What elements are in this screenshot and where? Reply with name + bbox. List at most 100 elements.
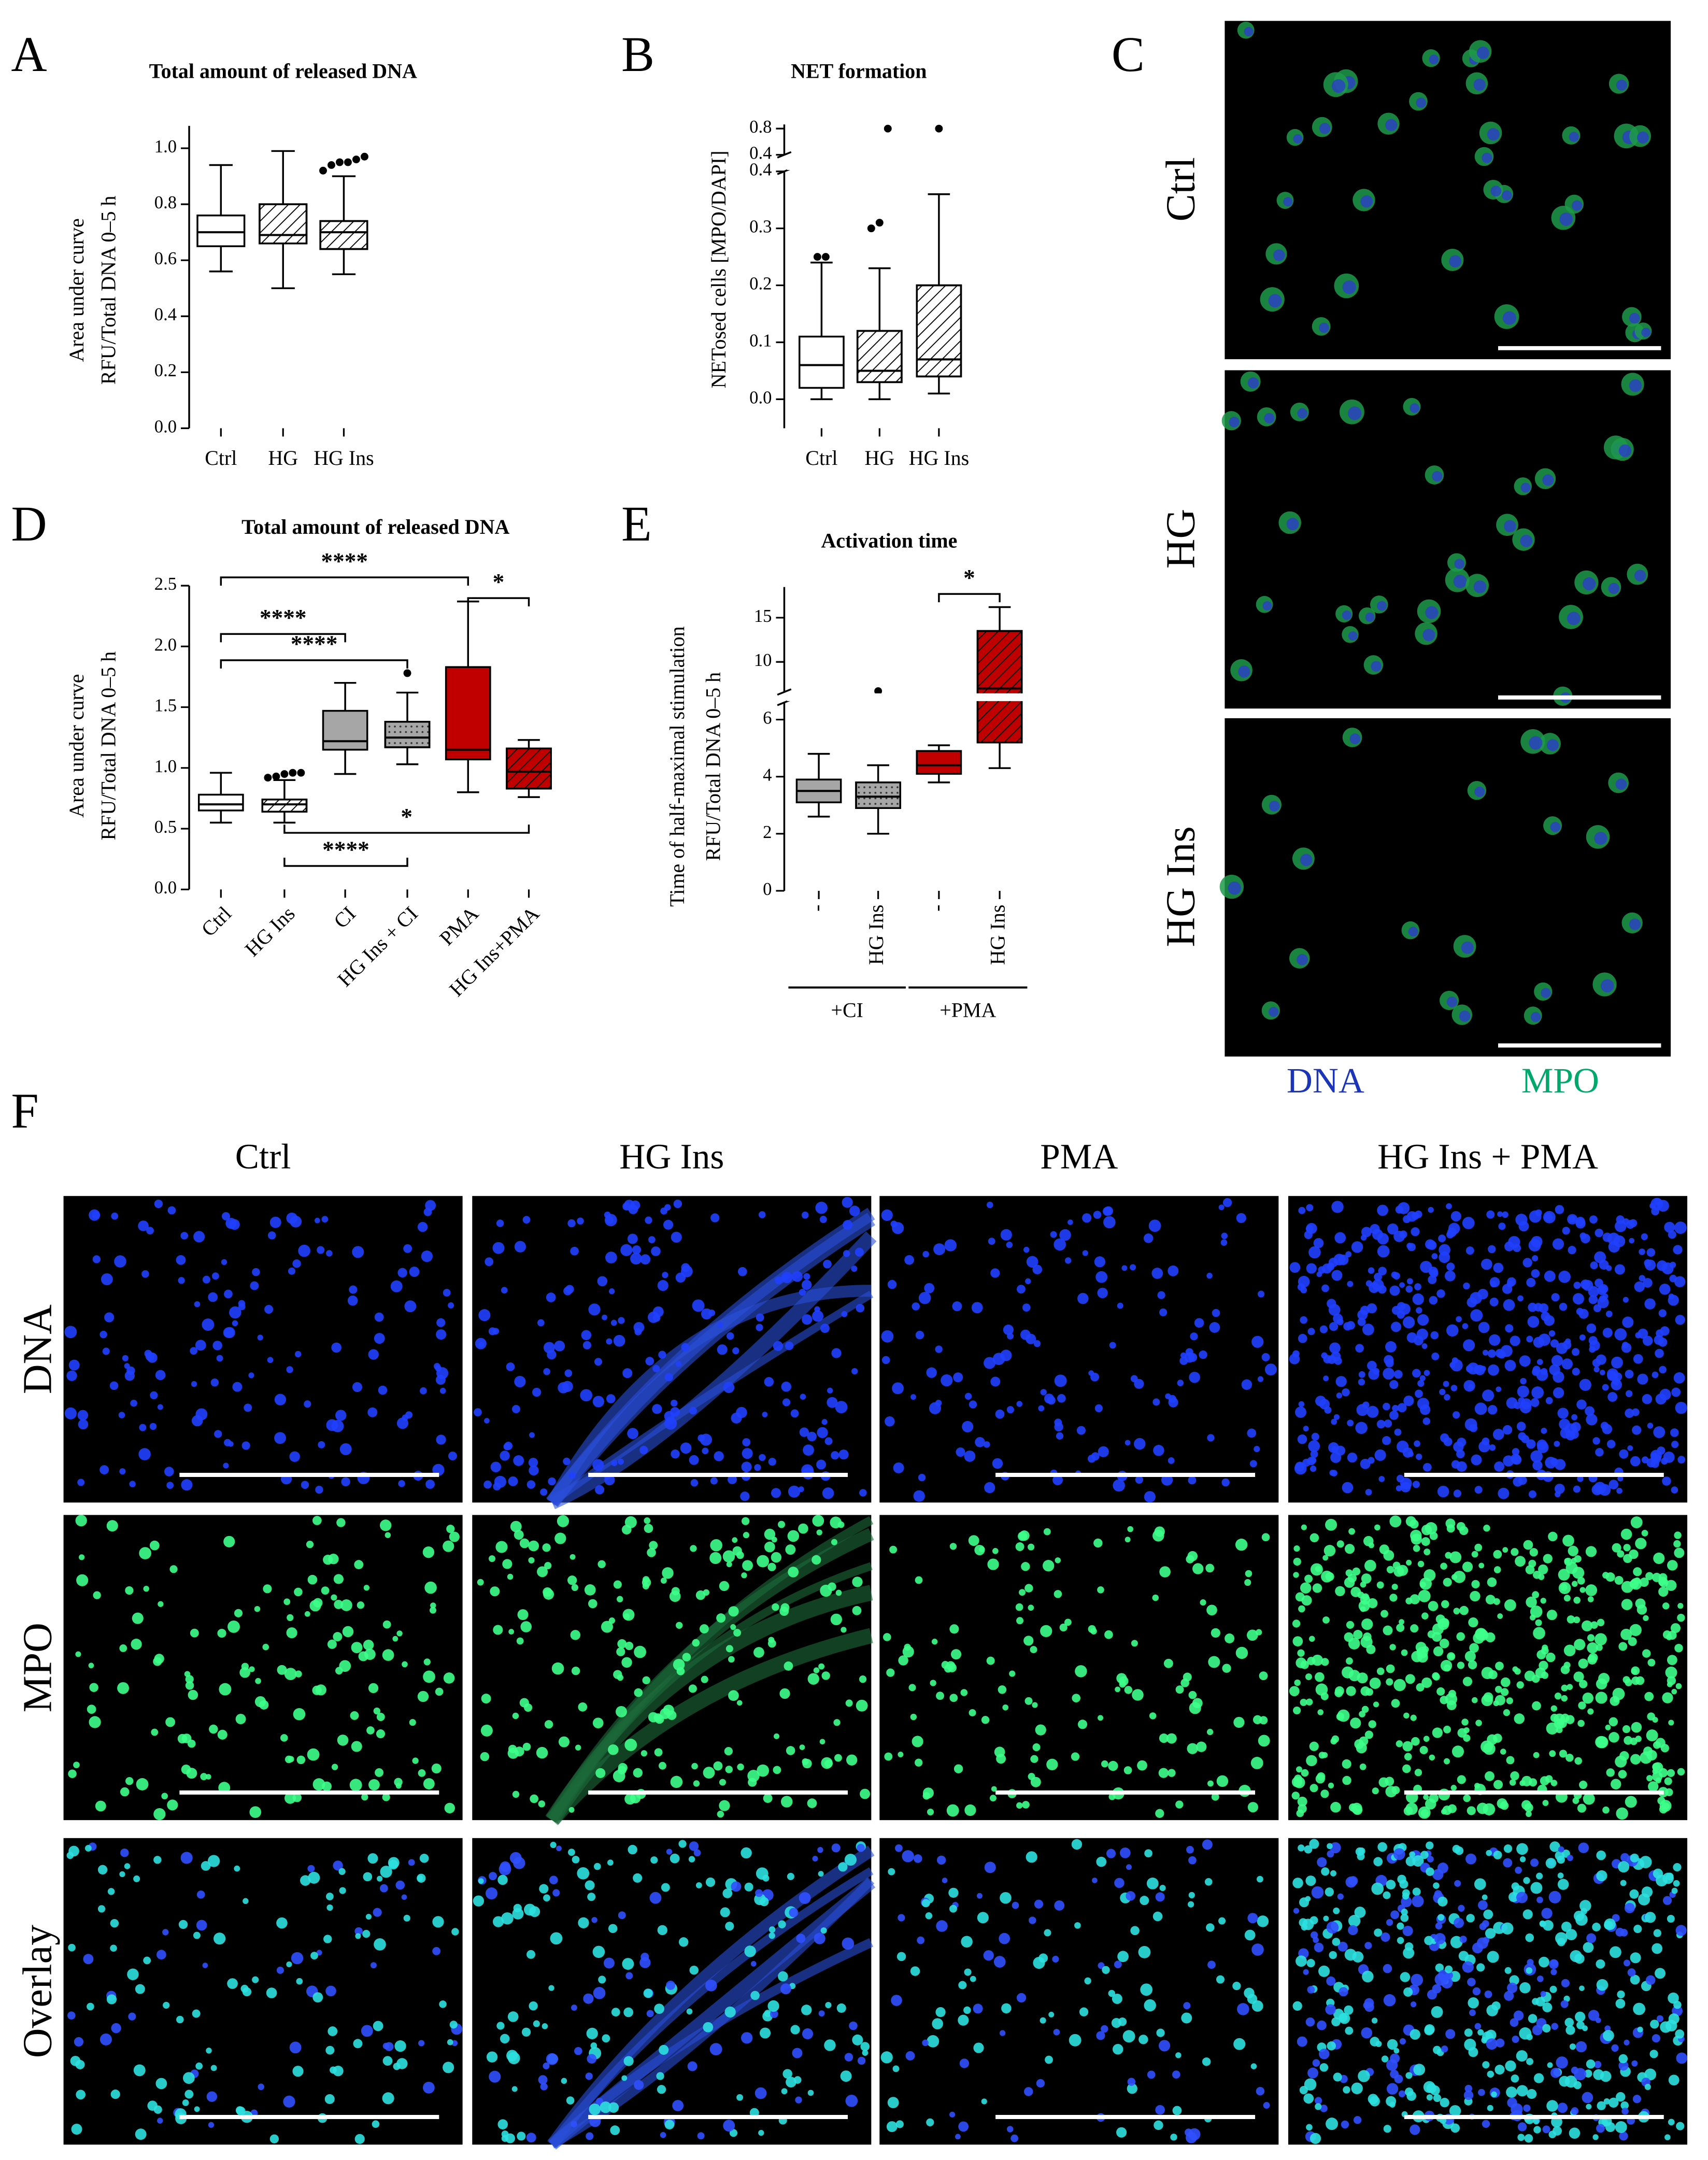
cell xyxy=(485,1257,494,1267)
cell xyxy=(1415,1389,1423,1398)
cell xyxy=(737,1763,744,1771)
cell xyxy=(1235,1538,1248,1551)
cell xyxy=(1331,1735,1340,1743)
cell xyxy=(782,1274,789,1281)
cell xyxy=(130,1399,137,1407)
cell xyxy=(92,1211,100,1219)
cell xyxy=(964,1450,976,1462)
cell xyxy=(1321,1352,1328,1359)
cell xyxy=(973,2042,984,2053)
cell xyxy=(1443,1725,1451,1733)
cell xyxy=(1585,1584,1598,1596)
cell xyxy=(1297,1649,1305,1657)
cell xyxy=(1326,1921,1339,1934)
cell xyxy=(1003,1324,1014,1335)
cell xyxy=(1614,1264,1625,1275)
cell xyxy=(686,2008,693,2015)
cell xyxy=(1251,1943,1264,1956)
cell xyxy=(110,1944,117,1952)
cell xyxy=(167,1206,176,1215)
cell xyxy=(1498,1487,1510,1499)
cell xyxy=(539,1884,549,1894)
cell xyxy=(1532,2025,1543,2036)
nucleus xyxy=(1300,854,1313,866)
nucleus xyxy=(1629,918,1641,930)
nucleus xyxy=(1629,312,1640,324)
cell xyxy=(1350,1717,1361,1729)
cell xyxy=(915,1330,924,1340)
cell xyxy=(1168,1265,1179,1276)
cell xyxy=(133,2064,146,2077)
cell xyxy=(1094,1404,1103,1413)
cell xyxy=(67,2011,76,2020)
y-tick-label: 1.0 xyxy=(154,137,177,157)
cell xyxy=(1630,1456,1641,1467)
cell xyxy=(1656,2015,1663,2022)
cell xyxy=(1564,1558,1570,1564)
cell xyxy=(1482,1349,1489,1356)
cell xyxy=(1444,1758,1450,1765)
micrograph xyxy=(472,1196,877,1510)
cell xyxy=(1509,1779,1516,1786)
cell xyxy=(1221,1232,1228,1240)
cell xyxy=(1376,1419,1386,1429)
cell xyxy=(1096,1856,1107,1867)
cell xyxy=(1462,1961,1474,1973)
cell xyxy=(616,1647,625,1656)
cell xyxy=(717,1810,724,1818)
cell xyxy=(1562,1534,1574,1547)
cell xyxy=(676,1622,683,1629)
cell xyxy=(1495,1686,1502,1693)
cell xyxy=(157,2118,163,2124)
cell xyxy=(192,2009,201,2018)
cell xyxy=(565,1285,574,1294)
cell xyxy=(1363,1536,1374,1546)
cell xyxy=(678,1937,689,1947)
cell xyxy=(1643,1746,1653,1756)
cell xyxy=(1364,1559,1376,1572)
cell xyxy=(1410,2029,1420,2040)
cell xyxy=(1069,2034,1081,2047)
cell xyxy=(1453,1608,1460,1615)
cell xyxy=(1573,1671,1584,1682)
cell xyxy=(1241,1379,1252,1390)
cell xyxy=(379,1884,388,1893)
cell xyxy=(395,1783,402,1789)
cell xyxy=(1507,1277,1516,1287)
cell xyxy=(1641,1886,1653,1898)
cell xyxy=(1610,1946,1621,1958)
cell xyxy=(764,1377,774,1387)
cell xyxy=(1647,1658,1656,1667)
cell xyxy=(122,1355,129,1361)
cell xyxy=(1412,1887,1421,1896)
cell xyxy=(862,2050,869,2056)
cell xyxy=(1665,1666,1677,1679)
cell xyxy=(841,1311,848,1317)
cell xyxy=(87,1704,96,1714)
cell xyxy=(1620,2101,1629,2110)
cell xyxy=(529,2001,538,2011)
cell xyxy=(1304,1574,1313,1583)
cell xyxy=(516,1637,524,1645)
cell xyxy=(1320,2105,1328,2112)
cell xyxy=(1411,1533,1422,1545)
cell xyxy=(70,2056,81,2066)
cell xyxy=(1297,1434,1307,1444)
cell xyxy=(1374,1524,1380,1531)
cell xyxy=(799,1744,805,1750)
cell xyxy=(530,1794,538,1803)
cell xyxy=(630,1793,641,1803)
cell xyxy=(382,2056,393,2066)
cell xyxy=(1675,2029,1685,2039)
cell xyxy=(277,1665,287,1675)
cell xyxy=(1206,1728,1214,1736)
box-pattern xyxy=(916,284,962,378)
cell xyxy=(661,1883,670,1892)
cell xyxy=(544,1561,552,1570)
cell xyxy=(1188,1476,1197,1485)
cell xyxy=(1002,1704,1009,1711)
cell xyxy=(895,1844,903,1852)
cell xyxy=(268,1231,276,1240)
cell xyxy=(522,1742,531,1751)
cell xyxy=(1466,1914,1475,1923)
